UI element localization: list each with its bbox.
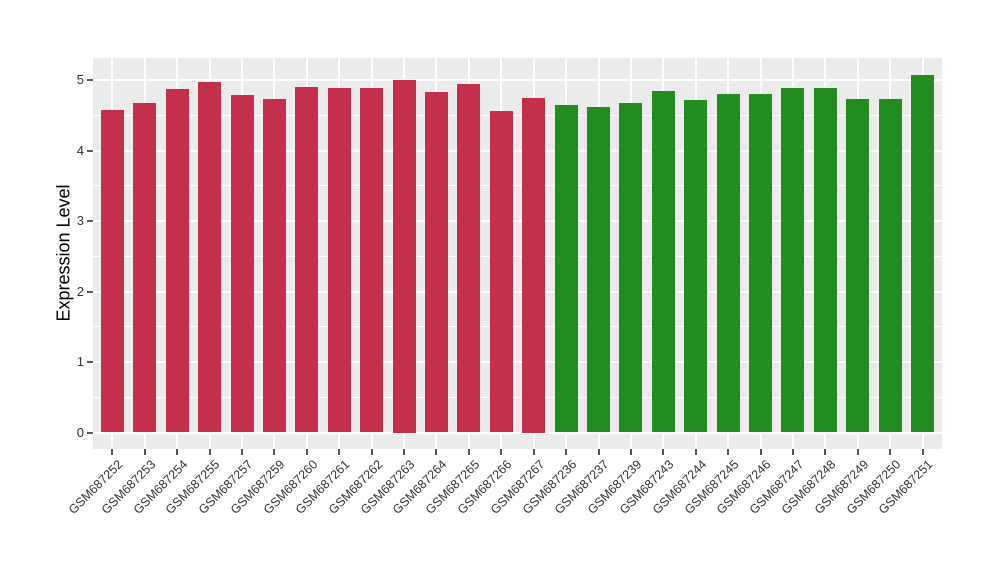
x-tick-mark: [176, 449, 179, 455]
y-tick-mark: [87, 79, 93, 81]
x-tick-mark: [208, 449, 211, 455]
bar: [587, 107, 610, 433]
gridline-major: [93, 79, 942, 81]
x-tick-mark: [435, 449, 438, 455]
gridline-major: [93, 290, 942, 293]
bar: [133, 103, 157, 433]
x-tick-mark: [111, 449, 114, 455]
y-tick-label: 0: [76, 424, 84, 440]
bar: [165, 89, 189, 433]
bar: [100, 110, 124, 433]
x-tick-mark: [824, 449, 827, 455]
bar: [262, 99, 286, 433]
plot-panel: [93, 58, 942, 449]
bar: [295, 87, 319, 433]
bar: [651, 90, 675, 433]
x-tick-mark: [565, 449, 568, 455]
bar: [392, 80, 416, 433]
bar: [781, 87, 805, 433]
y-tick-mark: [87, 220, 93, 222]
bar: [684, 99, 708, 433]
bar: [424, 91, 448, 433]
x-tick-mark: [403, 449, 406, 455]
bar: [360, 88, 384, 433]
y-tick-label: 3: [76, 213, 84, 228]
gridline-major: [93, 149, 942, 152]
x-tick-mark: [889, 449, 892, 455]
gridline-minor: [93, 326, 942, 328]
bar: [554, 105, 578, 433]
x-tick-mark: [694, 449, 697, 455]
bar: [749, 94, 773, 433]
y-tick-label: 4: [76, 142, 84, 158]
x-tick-mark: [500, 449, 503, 455]
gridline-minor: [93, 255, 942, 257]
bar: [327, 87, 351, 433]
x-tick-mark: [532, 449, 535, 455]
x-tick-mark: [370, 449, 373, 455]
x-tick-mark: [273, 449, 276, 455]
bar: [457, 83, 481, 433]
bar: [198, 82, 222, 433]
y-tick-mark: [87, 290, 93, 293]
bar: [522, 97, 546, 433]
y-tick-label: 5: [76, 72, 84, 87]
bar: [489, 111, 513, 433]
gridline-major: [93, 361, 942, 363]
bar: [230, 94, 254, 433]
y-axis-title: Expression Level: [53, 184, 74, 322]
x-tick-mark: [143, 449, 146, 455]
gridline-minor: [93, 114, 942, 116]
x-tick-mark: [662, 449, 665, 455]
x-tick-mark: [241, 449, 244, 455]
gridline-minor: [93, 396, 942, 398]
x-tick-mark: [338, 449, 341, 455]
bar: [911, 75, 935, 433]
x-tick-mark: [727, 449, 730, 455]
y-tick-label: 2: [76, 283, 84, 299]
bar: [878, 99, 902, 433]
x-tick-mark: [597, 449, 600, 455]
x-tick-mark: [305, 449, 308, 455]
x-tick-mark: [856, 449, 859, 455]
x-tick-mark: [791, 449, 794, 455]
bar: [813, 87, 837, 433]
gridline-major: [93, 431, 942, 434]
gridline-major: [93, 220, 942, 222]
gridline-minor: [93, 185, 942, 187]
x-tick-mark: [759, 449, 762, 455]
y-tick-mark: [87, 431, 93, 434]
x-tick-mark: [629, 449, 632, 455]
y-tick-label: 1: [76, 354, 84, 369]
bar: [619, 102, 643, 433]
y-tick-mark: [87, 361, 93, 363]
y-tick-mark: [87, 149, 93, 152]
bar: [846, 99, 870, 433]
x-tick-mark: [921, 449, 924, 455]
bar: [716, 94, 740, 433]
x-tick-mark: [467, 449, 470, 455]
